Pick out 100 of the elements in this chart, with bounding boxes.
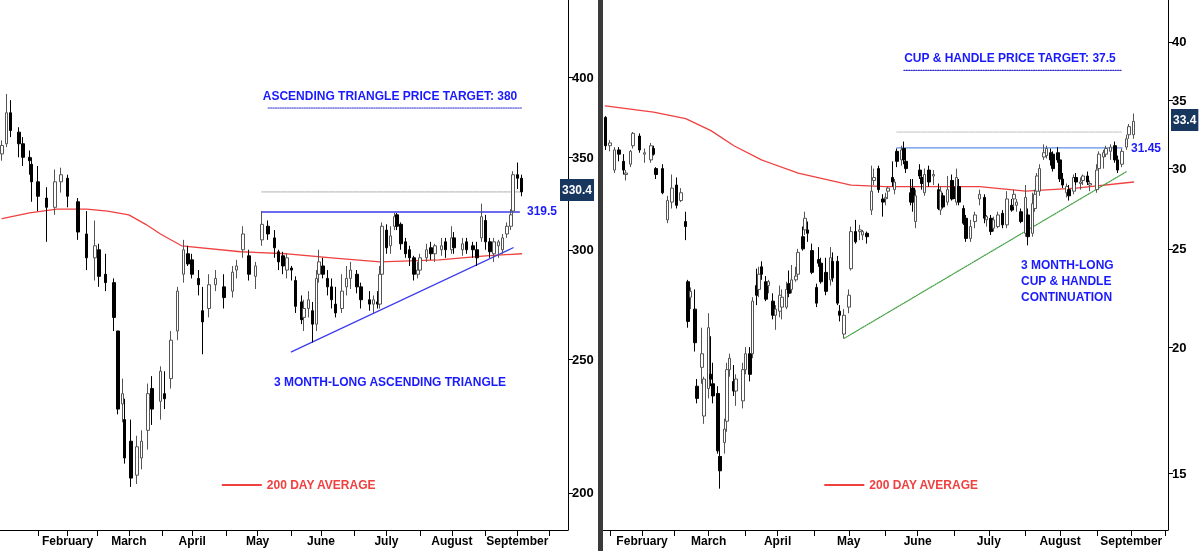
candlestick [285, 253, 289, 279]
x-tick-label: March [690, 534, 727, 548]
candlestick [957, 178, 961, 206]
candlestick [1031, 192, 1034, 238]
candlestick [368, 290, 371, 312]
candlestick [159, 365, 162, 421]
candlestick [444, 237, 447, 259]
candlestick [996, 211, 1000, 229]
candlestick [281, 251, 285, 275]
candlestick [748, 346, 752, 382]
candlestick [461, 237, 464, 257]
annotation: 3 MONTH-LONG CUP & HANDLE CONTINUATION [1021, 258, 1114, 304]
x-tick-label: April [763, 534, 792, 548]
y-tick-label: 250 [572, 351, 594, 367]
candlestick [146, 383, 150, 451]
candlestick [865, 231, 869, 245]
x-tick-label: May [245, 534, 270, 548]
y-tick-label: 400 [572, 69, 594, 85]
candlestick [638, 132, 641, 154]
candlestick [1079, 176, 1082, 191]
candlestick [429, 241, 433, 261]
candlestick [604, 115, 607, 151]
x-tick-label: February [616, 534, 669, 548]
candlestick [1005, 190, 1009, 229]
candlestick [254, 261, 257, 290]
candlestick [266, 220, 270, 241]
candlestick [861, 229, 864, 241]
candlestick [941, 192, 945, 209]
y-tick-label: 20 [1172, 339, 1187, 355]
y-tick-label: 200 [572, 485, 594, 501]
candlestick [815, 283, 818, 308]
candlestick [273, 229, 276, 259]
candlestick [207, 273, 211, 318]
candlestick [1088, 180, 1092, 192]
candlestick [1024, 184, 1027, 238]
candlestick [53, 168, 57, 216]
candlestick [1081, 174, 1085, 186]
candlestick [97, 243, 101, 288]
candlestick [76, 197, 80, 241]
candlestick [849, 226, 853, 272]
candlestick [787, 270, 791, 298]
candlestick [36, 165, 40, 212]
candlestick [764, 275, 768, 302]
candlestick [927, 165, 931, 188]
line-series [1, 208, 523, 263]
candlestick [695, 378, 699, 404]
candlestick [176, 286, 179, 341]
x-tick-label: June [306, 534, 336, 548]
x-tick-label: March [111, 534, 147, 548]
candlestick [1019, 208, 1023, 224]
candlestick [652, 145, 655, 157]
candlestick [0, 139, 4, 162]
candlestick [684, 211, 687, 241]
candlestick [241, 225, 245, 259]
y-tick-label: 40 [1172, 34, 1187, 50]
candlestick [311, 301, 314, 344]
annotation: 319.5 [527, 204, 558, 218]
candlestick [693, 288, 697, 353]
candlestick [290, 265, 293, 282]
x-tick-label: May [837, 534, 861, 548]
candlestick [93, 220, 97, 282]
candlestick [247, 249, 251, 282]
candlestick [675, 176, 678, 209]
candlestick [214, 269, 217, 292]
candlestick [870, 165, 873, 216]
candlestick [231, 265, 234, 299]
candlestick [465, 237, 468, 255]
candlestick [877, 165, 880, 194]
x-tick-label: August [431, 534, 473, 548]
candlestick [182, 239, 185, 284]
candlestick [842, 308, 846, 339]
x-tick-label: September [486, 534, 549, 548]
candlestick [1026, 208, 1030, 246]
x-tick-label: July [976, 534, 1002, 548]
x-tick-label: August [1039, 534, 1081, 548]
candlestick [914, 189, 917, 229]
annotation: 31.45 [1131, 141, 1162, 155]
candlestick [613, 146, 616, 174]
candlestick [847, 288, 851, 314]
candlestick [858, 224, 862, 241]
candlestick [480, 203, 483, 243]
candlestick [372, 294, 375, 314]
candlestick [235, 259, 238, 279]
candlestick [197, 269, 200, 296]
candlestick [116, 330, 120, 415]
candlestick [129, 419, 133, 488]
candlestick [104, 253, 107, 292]
candlestick [643, 148, 646, 164]
candlestick [85, 210, 88, 271]
annotation: CUP & HANDLE PRICE TARGET: 37.5 [904, 51, 1117, 65]
candlestick [932, 169, 935, 186]
candlestick [169, 330, 173, 390]
candlestick [9, 99, 12, 138]
candlestick [1120, 148, 1124, 168]
candlestick [340, 273, 344, 314]
candlestick [45, 186, 48, 243]
legend-label: 200 DAY AVERAGE [266, 478, 376, 492]
candlestick [760, 260, 763, 281]
candlestick [345, 265, 348, 296]
candlestick [1086, 171, 1089, 186]
